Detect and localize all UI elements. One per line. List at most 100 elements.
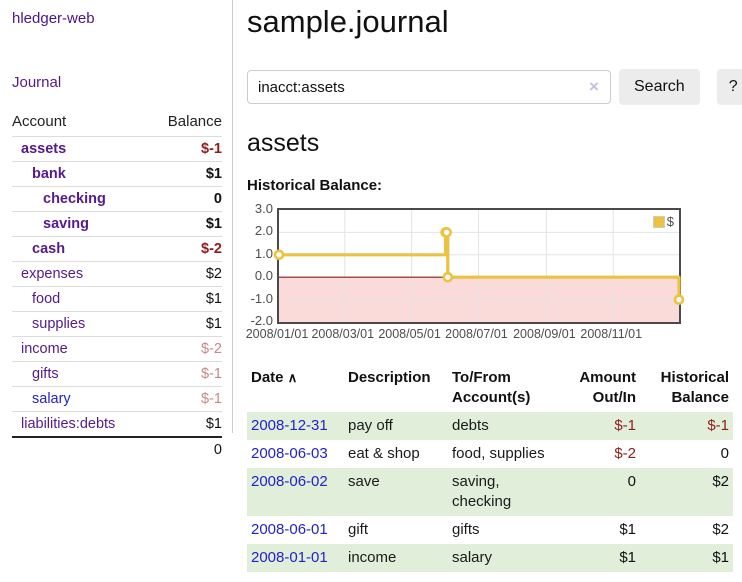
x-axis-tick-label: 2008/09/01 [513,327,576,341]
search-box: × [247,70,611,104]
y-axis-tick-label: 3.0 [254,201,273,216]
transaction-row[interactable]: 2008-06-02 save saving, checking 0 $2 [247,468,733,516]
account-balance: $-2 [201,341,222,357]
register-header-description: Description [348,369,431,386]
accounts-header-balance: Balance [167,113,222,130]
account-link[interactable]: salary [32,391,71,407]
page-title: sample.journal [247,4,449,39]
transaction-balance: $-1 [707,417,729,434]
register-table: Date ∧ Description To/From Account(s) Am… [247,366,733,572]
transaction-amount: $-1 [614,417,636,434]
account-link[interactable]: income [21,341,68,357]
search-form: × Search ? [247,69,742,105]
transaction-accounts: debts [452,417,489,434]
account-link[interactable]: bank [32,166,66,182]
transaction-row[interactable]: 2008-06-03 eat & shop food, supplies $-2 0 [247,440,733,468]
account-row: salary $-1 [12,386,222,412]
account-row: assets $-1 [12,136,222,162]
accounts-total-value: 0 [213,442,222,458]
legend-label: $ [666,214,674,229]
transaction-balance: $2 [712,521,729,538]
transaction-amount: $1 [619,521,636,538]
transaction-description: save [348,473,380,490]
transaction-row[interactable]: 2008-06-01 gift gifts $1 $2 [247,516,733,544]
register-header-amount: Amount Out/In [579,369,636,406]
account-link[interactable]: gifts [32,366,59,382]
account-link[interactable]: supplies [32,316,86,332]
historical-balance-chart: 3.0 2.0 1.0 0.0 -1.0 -2.0 $2008/01/01 2008/03/0… [246,201,717,341]
account-link[interactable]: assets [21,141,67,157]
register-header-accounts: To/From Account(s) [452,369,531,406]
transaction-balance: 0 [720,445,729,462]
accounts-header-account: Account [12,113,67,130]
y-axis-tick-label: -1.0 [250,290,273,306]
account-balance: $-1 [201,366,222,382]
transaction-date-link[interactable]: 2008-06-01 [251,521,328,538]
transaction-description: pay off [348,417,393,434]
transaction-amount: 0 [627,473,636,490]
transaction-description: income [348,549,397,566]
transaction-description: gift [348,521,369,538]
transaction-accounts: food, supplies [452,445,545,462]
account-link[interactable]: checking [43,191,106,207]
account-balance: $-1 [201,391,222,407]
account-row: food $1 [12,286,222,312]
transaction-balance: $1 [712,549,729,566]
x-axis-tick-label: 2008/07/01 [445,327,508,341]
account-link[interactable]: liabilities:debts [21,416,116,432]
transaction-accounts: gifts [452,521,480,538]
account-row: saving $1 [12,211,222,237]
transaction-date-cell: 2008-06-03 [247,440,344,468]
y-axis-tick-label: 2.0 [254,223,273,239]
transaction-date-link[interactable]: 2008-12-31 [251,417,328,434]
chart-legend: $ [652,214,674,229]
x-axis-tick-label: 2008/01/01 [245,327,309,341]
transaction-date-cell: 2008-06-02 [247,468,344,516]
account-balance: $1 [205,216,222,232]
x-axis-tick-label: 2008/03/01 [311,327,375,341]
transaction-balance: $2 [712,473,729,490]
account-balance: $-1 [201,141,222,157]
account-balance: $-2 [201,241,222,257]
account-link[interactable]: saving [43,216,89,232]
sidebar: hledger-web Journal Account Balance asse… [0,0,233,458]
account-row: supplies $1 [12,311,222,337]
account-balance: $1 [205,166,222,182]
y-axis-tick-label: 0.0 [254,268,273,284]
sort-ascending-icon: ∧ [287,370,298,385]
account-link[interactable]: cash [32,241,66,257]
account-row: expenses $2 [12,261,222,287]
transaction-accounts: salary [452,549,493,566]
search-input[interactable] [247,70,611,104]
sidebar-item-journal[interactable]: Journal [12,74,62,91]
account-row: cash $-2 [12,236,222,262]
account-row: liabilities:debts $1 [12,411,222,438]
transaction-date-link[interactable]: 2008-01-01 [251,549,328,566]
account-balance: $1 [205,416,222,432]
account-row: checking 0 [12,186,222,212]
account-link[interactable]: food [32,291,61,307]
transaction-description: eat & shop [348,445,420,462]
account-balance: 0 [213,191,222,207]
clear-search-icon[interactable]: × [589,77,599,96]
transaction-date-cell: 2008-06-01 [247,516,344,544]
register-header-balance: Historical Balance [660,369,729,406]
register-header-row: Date ∧ Description To/From Account(s) Am… [247,366,733,412]
account-row: income $-2 [12,336,222,362]
x-axis-tick-label: 2008/11/01 [580,327,643,341]
register-header-date[interactable]: Date ∧ [251,369,298,386]
accounts-total-row: 0 [12,437,222,462]
transaction-row[interactable]: 2008-12-31 pay off debts $-1 $-1 [247,412,733,440]
app-title-link[interactable]: hledger-web [12,10,95,27]
transaction-row[interactable]: 2008-01-01 income salary $1 $1 [247,544,733,572]
accounts-table: Account Balance assets $-1 bank $1 checking 0… [12,110,222,462]
transaction-date-link[interactable]: 2008-06-02 [251,473,328,490]
transaction-date-link[interactable]: 2008-06-03 [251,445,328,462]
y-axis-tick-label: 1.0 [254,245,273,261]
account-balance: $1 [205,316,222,332]
search-button[interactable]: Search [619,69,700,105]
account-heading: assets [247,129,320,157]
search-help-button[interactable]: ? [716,69,742,105]
account-link[interactable]: expenses [21,266,84,282]
chart-title: Historical Balance: [247,177,383,194]
